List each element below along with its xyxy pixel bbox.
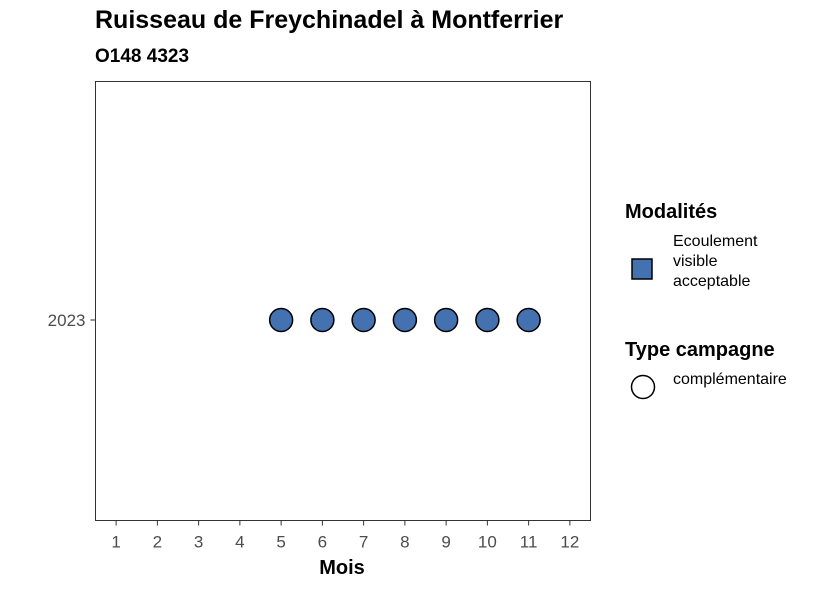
x-tick-label: 1 [111,533,120,552]
data-point [310,307,335,333]
plot-panel [95,81,591,521]
x-tick-label: 7 [359,533,368,552]
x-tick-label: 9 [441,533,450,552]
x-tick-label: 10 [478,533,497,552]
data-point [268,307,294,333]
x-tick-label: 4 [235,533,244,552]
x-axis: 1 2 3 4 5 6 7 8 9 10 11 12 [111,520,579,552]
legend-title: Modalités [625,201,717,223]
x-axis-title: Mois [319,557,365,579]
y-tick-label: 2023 [48,311,86,330]
data-points [268,307,541,333]
x-tick-label: 5 [276,533,285,552]
x-tick-label: 11 [520,533,538,552]
legend-label: visible [673,253,718,270]
x-tick-label: 8 [400,533,409,552]
legends: Modalités Ecoulement visible acceptable Type… [625,201,787,400]
x-tick-label: 3 [194,533,203,552]
legend-title: Type campagne [625,339,775,361]
legend-label: complémentaire [673,371,787,388]
data-point [516,307,541,333]
data-point [475,307,500,333]
chart-title: Ruisseau de Freychinadel à Montferrier [95,6,564,34]
legend-label: Ecoulement [673,233,758,250]
legend-label: acceptable [673,273,750,290]
data-point [433,307,459,333]
x-tick-label: 12 [560,533,579,552]
legend-key-square [631,258,653,280]
y-axis: 2023 [48,311,96,330]
x-tick-label: 2 [153,533,162,552]
chart-subtitle: O148 4323 [95,46,190,67]
data-point [392,307,418,333]
legend-key-circle [630,374,656,400]
data-point [351,307,376,333]
x-tick-label: 6 [318,533,327,552]
